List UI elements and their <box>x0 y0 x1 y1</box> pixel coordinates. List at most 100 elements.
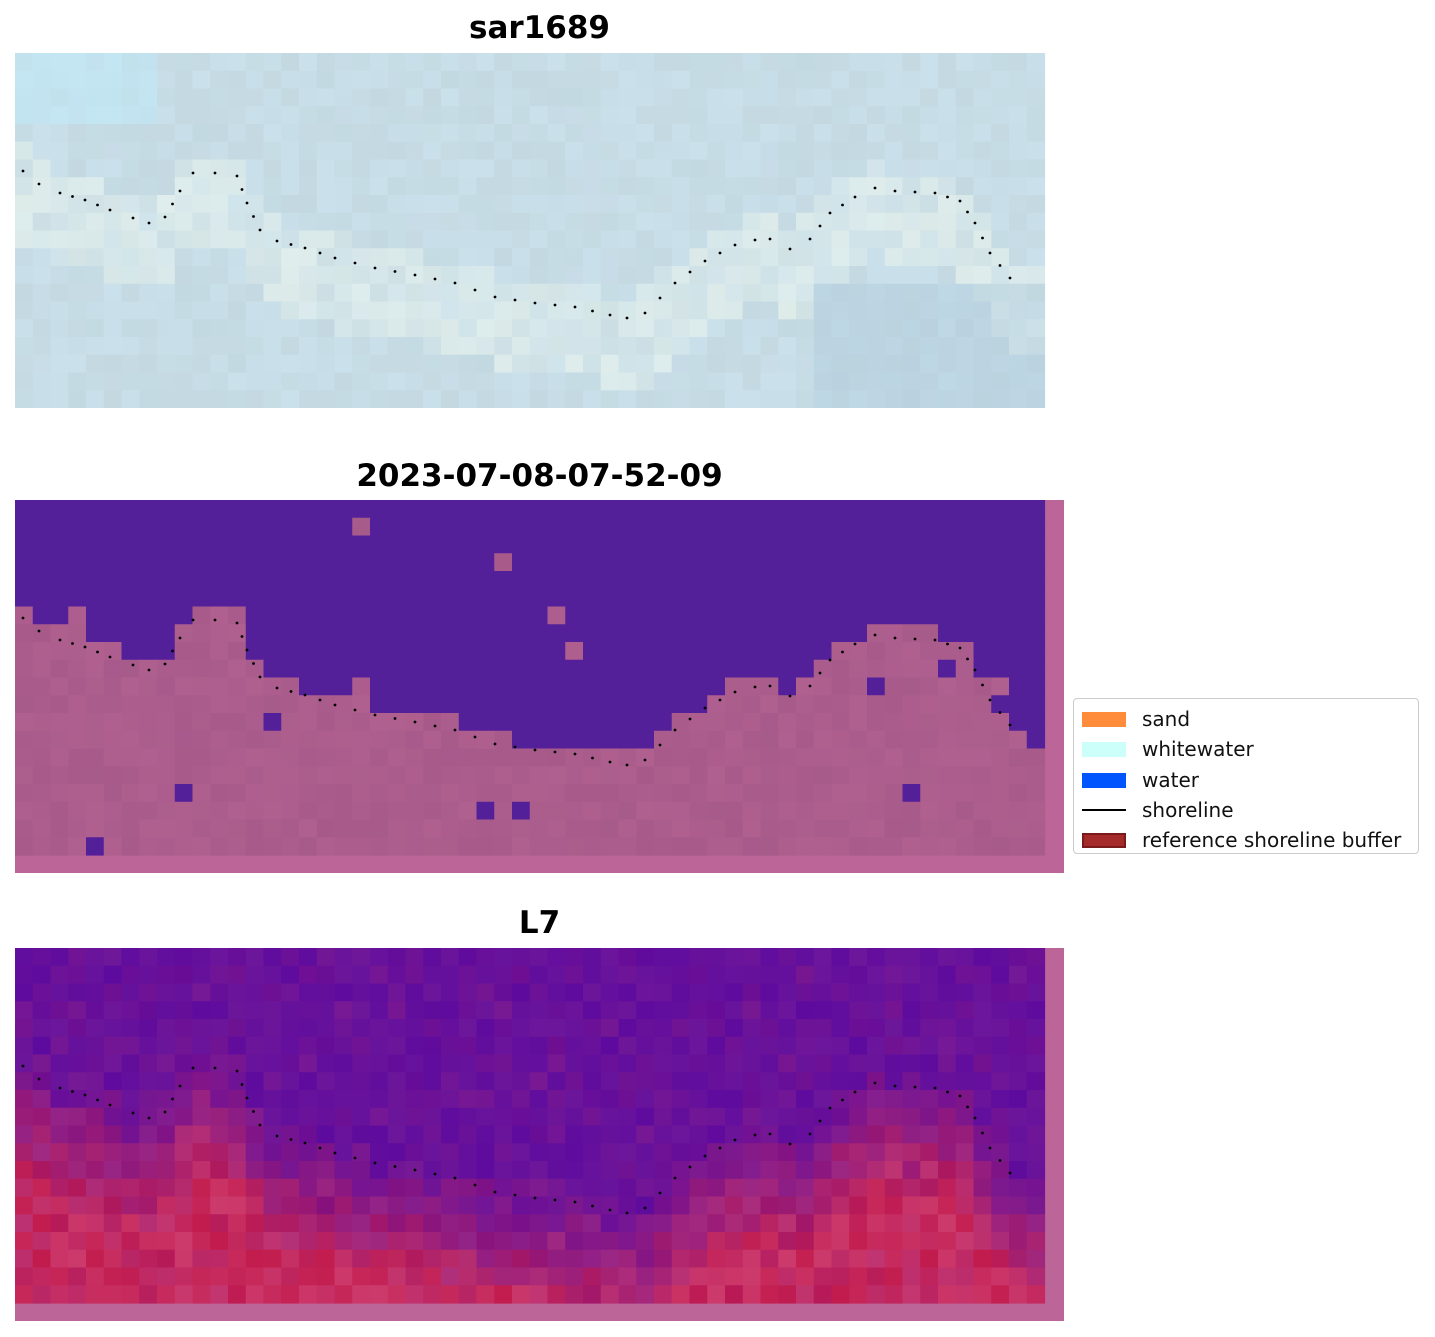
land-cell <box>991 713 1010 732</box>
index-cell <box>405 1143 424 1162</box>
land-cell <box>423 766 442 785</box>
raster-cell <box>938 337 957 356</box>
water-cell <box>955 588 975 608</box>
raster-cell <box>831 141 850 161</box>
index-cell <box>565 1285 584 1304</box>
index-cell <box>707 1036 726 1056</box>
raster-cell <box>174 248 194 267</box>
index-cell <box>458 1285 478 1304</box>
raster-cell <box>654 124 673 143</box>
land-cell <box>725 677 744 696</box>
raster-cell <box>174 301 194 320</box>
index-cell <box>86 1267 105 1286</box>
index-cell <box>316 1249 336 1269</box>
raster-cell <box>707 266 726 285</box>
index-cell <box>316 1090 336 1109</box>
raster-cell <box>938 53 957 72</box>
raster-cell <box>1009 230 1028 249</box>
index-cell <box>583 1232 602 1251</box>
shoreline-point <box>768 237 772 241</box>
land-cell <box>938 713 957 732</box>
index-cell <box>689 1072 708 1091</box>
index-cell <box>441 1161 460 1180</box>
raster-cell <box>742 372 762 391</box>
water-cell <box>157 535 176 554</box>
raster-cell <box>334 372 353 391</box>
index-cell <box>512 1178 531 1198</box>
land-cell <box>299 730 318 750</box>
raster-cell <box>121 319 140 338</box>
water-cell <box>991 571 1010 590</box>
raster-cell <box>813 248 833 267</box>
water-cell <box>583 642 602 661</box>
raster-cell <box>1009 266 1028 285</box>
index-cell <box>423 1143 442 1162</box>
raster-cell <box>405 230 424 249</box>
index-cell <box>867 1036 886 1056</box>
index-cell <box>529 1143 549 1162</box>
index-cell <box>707 1214 726 1233</box>
raster-cell <box>245 70 265 90</box>
raster-cell <box>139 230 158 249</box>
raster-cell <box>299 248 318 267</box>
water-cell <box>139 517 158 537</box>
shoreline-dots <box>21 616 1012 767</box>
index-cell <box>938 1178 957 1198</box>
index-cell <box>547 1019 566 1038</box>
raster-cell <box>849 337 868 356</box>
index-cell <box>352 965 371 985</box>
land-cell <box>494 819 513 838</box>
land-cell <box>32 837 52 856</box>
water-cell <box>86 837 105 856</box>
land-cell <box>831 801 850 821</box>
raster-cell <box>316 141 336 161</box>
shoreline-point <box>913 190 917 194</box>
water-cell <box>991 535 1010 554</box>
index-cell <box>831 1072 850 1091</box>
raster-cell <box>654 266 673 285</box>
index-cell <box>245 1019 265 1038</box>
land-cell <box>121 677 140 696</box>
index-cell <box>458 1072 478 1091</box>
raster-cell <box>476 124 495 143</box>
raster-cell <box>316 53 336 72</box>
water-cell <box>796 624 815 643</box>
index-cell <box>902 1143 921 1162</box>
water-cell <box>494 588 513 608</box>
raster-cell <box>725 266 744 285</box>
water-cell <box>742 588 762 608</box>
water-cell <box>618 535 637 554</box>
index-cell <box>512 1267 531 1286</box>
water-cell <box>299 624 318 643</box>
water-cell <box>316 606 336 625</box>
shoreline-point <box>473 288 477 292</box>
raster-cell <box>920 124 939 143</box>
water-cell <box>476 606 495 625</box>
land-cell <box>370 748 389 767</box>
water-cell <box>707 659 726 679</box>
index-cell <box>867 983 886 1002</box>
raster-cell <box>387 337 407 356</box>
index-cell <box>547 1001 566 1020</box>
raster-cell <box>103 337 123 356</box>
raster-cell <box>15 301 34 320</box>
raster-cell <box>476 337 495 356</box>
index-cell <box>423 1285 442 1304</box>
raster-cell <box>157 53 176 72</box>
raster-cell <box>955 124 975 143</box>
raster-cell <box>618 354 637 374</box>
index-cell <box>813 1072 833 1091</box>
raster-cell <box>192 319 211 338</box>
water-cell <box>316 517 336 537</box>
raster-cell <box>902 372 921 391</box>
shoreline-point <box>946 195 949 199</box>
raster-cell <box>565 354 584 374</box>
land-cell <box>618 748 637 767</box>
land-cell <box>494 553 513 572</box>
raster-cell <box>68 319 87 338</box>
raster-cell <box>281 195 300 214</box>
index-cell <box>121 1214 140 1233</box>
raster-cell <box>245 106 265 125</box>
index-cell <box>867 1161 886 1180</box>
index-cell <box>299 1249 318 1269</box>
